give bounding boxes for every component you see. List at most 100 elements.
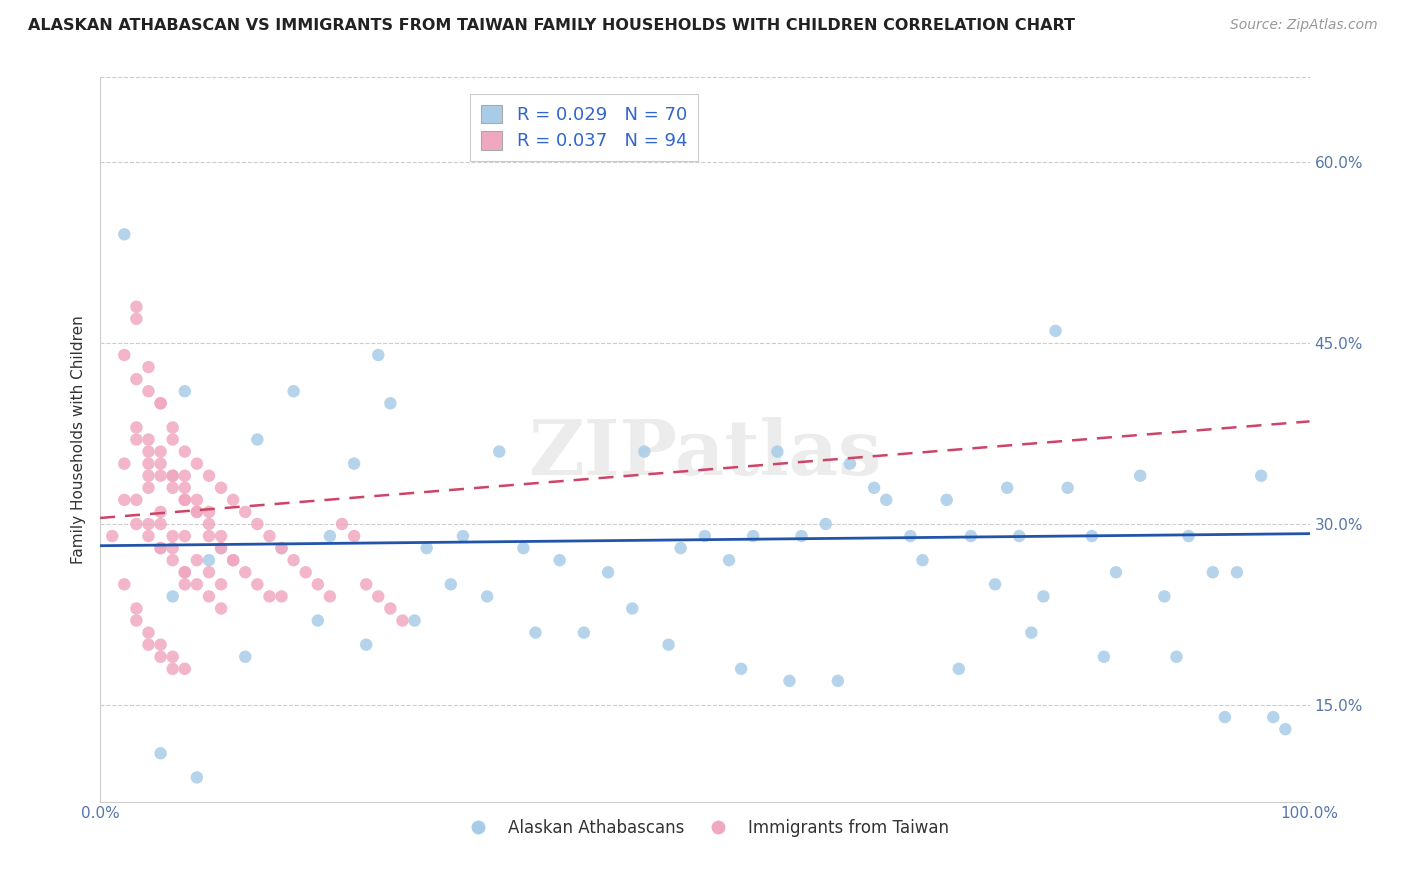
Point: [173, 662, 195, 676]
Point: [669, 541, 692, 555]
Point: [222, 553, 245, 567]
Point: [839, 457, 862, 471]
Point: [380, 601, 402, 615]
Point: [198, 590, 221, 604]
Point: [343, 457, 366, 471]
Point: [173, 566, 195, 580]
Point: [259, 529, 281, 543]
Point: [112, 348, 135, 362]
Point: [138, 384, 160, 399]
Point: [173, 481, 195, 495]
Y-axis label: Family Households with Children: Family Households with Children: [72, 315, 86, 564]
Point: [863, 481, 886, 495]
Point: [415, 541, 437, 555]
Point: [779, 673, 801, 688]
Point: [138, 638, 160, 652]
Point: [233, 505, 256, 519]
Point: [186, 492, 208, 507]
Point: [138, 433, 160, 447]
Point: [198, 553, 221, 567]
Point: [162, 433, 184, 447]
Point: [718, 553, 741, 567]
Text: Source: ZipAtlas.com: Source: ZipAtlas.com: [1230, 18, 1378, 32]
Point: [162, 420, 184, 434]
Text: ZIPatlas: ZIPatlas: [529, 417, 882, 491]
Point: [186, 505, 208, 519]
Point: [222, 492, 245, 507]
Point: [246, 516, 269, 531]
Point: [1105, 566, 1128, 580]
Point: [173, 492, 195, 507]
Point: [125, 614, 148, 628]
Point: [162, 590, 184, 604]
Point: [162, 468, 184, 483]
Point: [138, 516, 160, 531]
Point: [149, 457, 172, 471]
Point: [1226, 566, 1249, 580]
Point: [524, 625, 547, 640]
Point: [948, 662, 970, 676]
Point: [125, 372, 148, 386]
Point: [209, 577, 232, 591]
Point: [149, 505, 172, 519]
Point: [730, 662, 752, 676]
Point: [209, 529, 232, 543]
Point: [960, 529, 983, 543]
Point: [911, 553, 934, 567]
Point: [572, 625, 595, 640]
Point: [186, 577, 208, 591]
Point: [488, 444, 510, 458]
Point: [233, 649, 256, 664]
Point: [138, 529, 160, 543]
Point: [162, 468, 184, 483]
Point: [827, 673, 849, 688]
Point: [512, 541, 534, 555]
Point: [307, 614, 329, 628]
Point: [173, 577, 195, 591]
Point: [475, 590, 498, 604]
Point: [198, 505, 221, 519]
Point: [1081, 529, 1104, 543]
Point: [319, 590, 342, 604]
Point: [1045, 324, 1067, 338]
Point: [233, 566, 256, 580]
Point: [173, 468, 195, 483]
Point: [138, 481, 160, 495]
Point: [633, 444, 655, 458]
Point: [162, 481, 184, 495]
Point: [343, 529, 366, 543]
Point: [162, 541, 184, 555]
Point: [259, 590, 281, 604]
Point: [186, 457, 208, 471]
Point: [790, 529, 813, 543]
Point: [1056, 481, 1078, 495]
Point: [149, 396, 172, 410]
Point: [173, 444, 195, 458]
Point: [198, 529, 221, 543]
Point: [125, 311, 148, 326]
Point: [1092, 649, 1115, 664]
Point: [246, 433, 269, 447]
Point: [1032, 590, 1054, 604]
Point: [548, 553, 571, 567]
Point: [138, 625, 160, 640]
Point: [149, 468, 172, 483]
Point: [270, 541, 292, 555]
Point: [270, 590, 292, 604]
Point: [125, 492, 148, 507]
Point: [149, 541, 172, 555]
Point: [209, 541, 232, 555]
Point: [138, 444, 160, 458]
Point: [138, 360, 160, 375]
Point: [1213, 710, 1236, 724]
Point: [173, 529, 195, 543]
Point: [198, 468, 221, 483]
Point: [766, 444, 789, 458]
Point: [162, 649, 184, 664]
Point: [125, 300, 148, 314]
Point: [283, 553, 305, 567]
Point: [222, 553, 245, 567]
Point: [209, 481, 232, 495]
Point: [125, 433, 148, 447]
Point: [900, 529, 922, 543]
